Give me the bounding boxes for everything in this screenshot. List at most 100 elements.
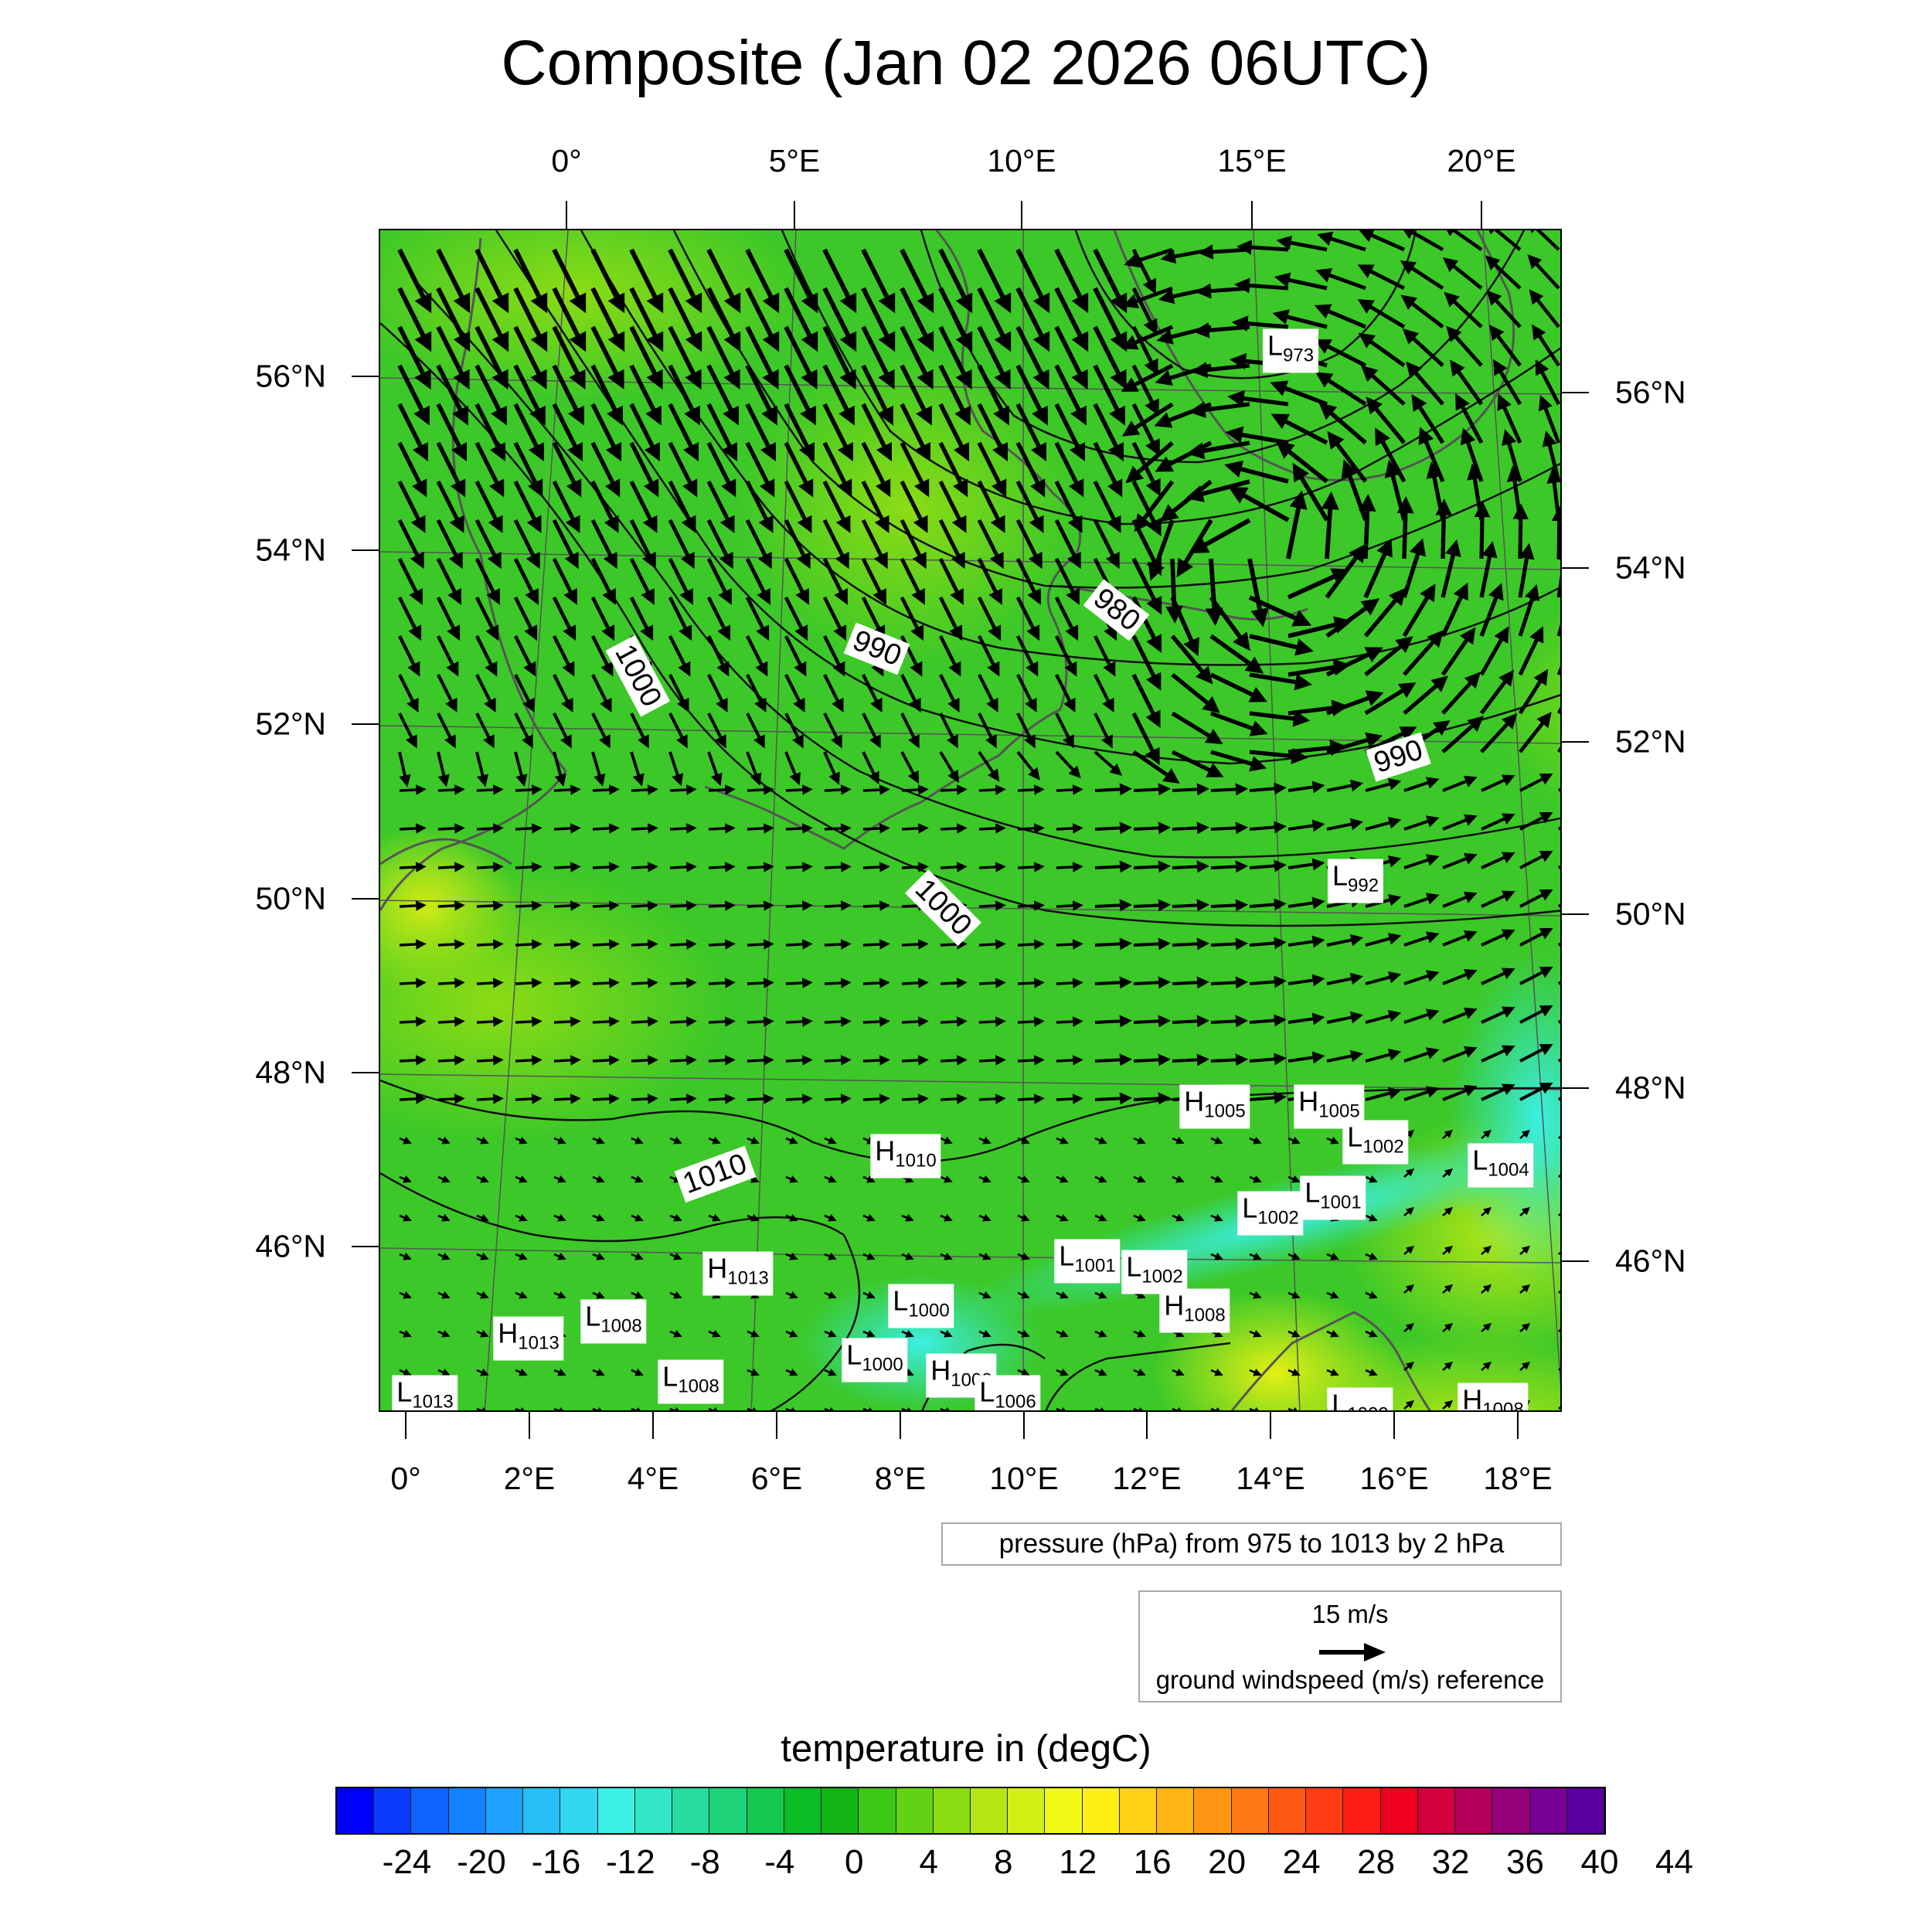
wind-arrow — [553, 1368, 566, 1376]
wind-arrow — [1481, 968, 1515, 985]
wind-arrow — [1442, 1046, 1478, 1063]
wind-arrow — [1209, 596, 1250, 651]
wind-arrow — [1094, 1136, 1107, 1145]
wind-arrow — [1442, 1007, 1478, 1024]
top-lon-tick: 5°E — [768, 143, 821, 179]
wind-arrow — [978, 978, 1006, 988]
wind-arrow — [824, 1213, 837, 1222]
left-lat-tick: 56°N — [255, 358, 326, 394]
wind-arrow — [1017, 1094, 1045, 1104]
wind-arrow — [552, 519, 579, 570]
wind-arrow — [1054, 403, 1086, 462]
wind-arrow — [1519, 712, 1552, 753]
wind-arrow — [669, 1136, 682, 1145]
pressure-center-label: L1001 — [1054, 1239, 1121, 1284]
wind-arrow — [1133, 1213, 1146, 1222]
wind-arrow — [1209, 634, 1264, 674]
wind-arrow — [1287, 781, 1325, 794]
wind-arrow — [592, 1213, 605, 1222]
wind-arrow — [1314, 339, 1367, 368]
colorbar-swatch — [523, 1788, 561, 1833]
colorbar-swatch — [1268, 1788, 1307, 1833]
temperature-field — [1447, 949, 1560, 1289]
wind-arrow — [1054, 557, 1080, 605]
wind-arrow — [901, 862, 929, 872]
wind-arrow — [1172, 1368, 1185, 1376]
wind-arrow — [784, 480, 812, 533]
wind-arrow — [1411, 393, 1445, 444]
wind-arrow — [745, 480, 774, 533]
wind-arrow — [436, 403, 468, 462]
wind-arrow — [1363, 587, 1406, 638]
wind-arrow — [938, 596, 963, 641]
wind-arrow — [515, 1252, 528, 1260]
wind-arrow — [1094, 713, 1113, 749]
wind-arrow — [552, 441, 582, 498]
wind-arrow — [474, 364, 507, 426]
map-panel[interactable]: 1000 990 980 990 1000 1010 L973 L992 H10… — [379, 229, 1562, 1412]
wind-arrow — [1056, 1291, 1069, 1299]
wind-arrow — [1365, 1009, 1402, 1024]
wind-arrow — [592, 1055, 620, 1066]
wind-arrow — [1231, 315, 1289, 332]
wind-arrow — [1315, 268, 1366, 291]
colorbar-swatch — [1529, 1788, 1567, 1833]
wind-arrow — [553, 939, 581, 950]
colorbar-swatch — [1492, 1788, 1530, 1833]
wind-arrow — [475, 674, 496, 713]
wind-arrow — [631, 1055, 658, 1066]
wind-arrow — [476, 1291, 489, 1299]
wind-arrow — [592, 1406, 605, 1410]
wind-arrow — [668, 403, 699, 462]
top-lon-tick: 0° — [551, 143, 582, 179]
wind-arrow — [1519, 1206, 1531, 1216]
pressure-center-label: H1008 — [1159, 1288, 1230, 1333]
wind-arrow — [515, 823, 543, 834]
wind-arrow — [1326, 690, 1384, 716]
wind-arrow — [978, 1329, 992, 1338]
wind-arrow — [900, 519, 927, 570]
wind-arrow — [824, 784, 852, 795]
wind-arrow — [1017, 1291, 1030, 1299]
wind-arrow — [1172, 821, 1209, 835]
wind-arrow — [784, 674, 805, 713]
wind-arrow — [1249, 821, 1287, 834]
wind-arrow — [1125, 440, 1174, 484]
wind-arrow — [1270, 380, 1328, 406]
wind-arrow — [1172, 1213, 1185, 1222]
wind-arrow — [629, 287, 664, 352]
wind-arrow — [553, 1136, 566, 1145]
wind-arrow — [861, 287, 896, 352]
wind-arrow — [1249, 1053, 1287, 1066]
wind-arrow — [938, 441, 968, 498]
wind-arrow — [1318, 402, 1367, 445]
wind-arrow — [747, 862, 774, 872]
wind-arrow — [553, 862, 581, 872]
pressure-center-label: H1005 — [1179, 1084, 1250, 1129]
wind-arrow — [553, 784, 581, 795]
wind-arrow — [862, 978, 890, 988]
wind-arrow — [1249, 1014, 1287, 1027]
wind-arrow — [669, 1094, 697, 1104]
wind-arrow — [1133, 1329, 1146, 1338]
wind-arrow — [1325, 598, 1380, 638]
wind-arrow — [1400, 294, 1444, 328]
wind-arrow — [824, 1291, 837, 1299]
wind-arrow — [1210, 976, 1248, 989]
wind-arrow — [1442, 814, 1478, 831]
right-lat-tick: 50°N — [1615, 896, 1686, 932]
wind-arrow — [513, 248, 548, 314]
colorbar-swatch — [1045, 1788, 1083, 1833]
wind-arrow — [1529, 289, 1560, 328]
wind-arrow — [1519, 889, 1553, 908]
wind-arrow — [1403, 1284, 1415, 1294]
wind-arrow — [668, 634, 691, 677]
colorbar-tick-label: 24 — [1282, 1843, 1321, 1881]
wind-arrow — [824, 1406, 837, 1410]
pressure-center-label: H1005 — [1294, 1084, 1365, 1129]
colorbar-swatch — [859, 1788, 896, 1833]
wind-arrow — [476, 1175, 489, 1183]
wind-arrow — [1315, 372, 1367, 406]
wind-arrow — [1440, 627, 1476, 676]
wind-arrow — [745, 325, 779, 390]
